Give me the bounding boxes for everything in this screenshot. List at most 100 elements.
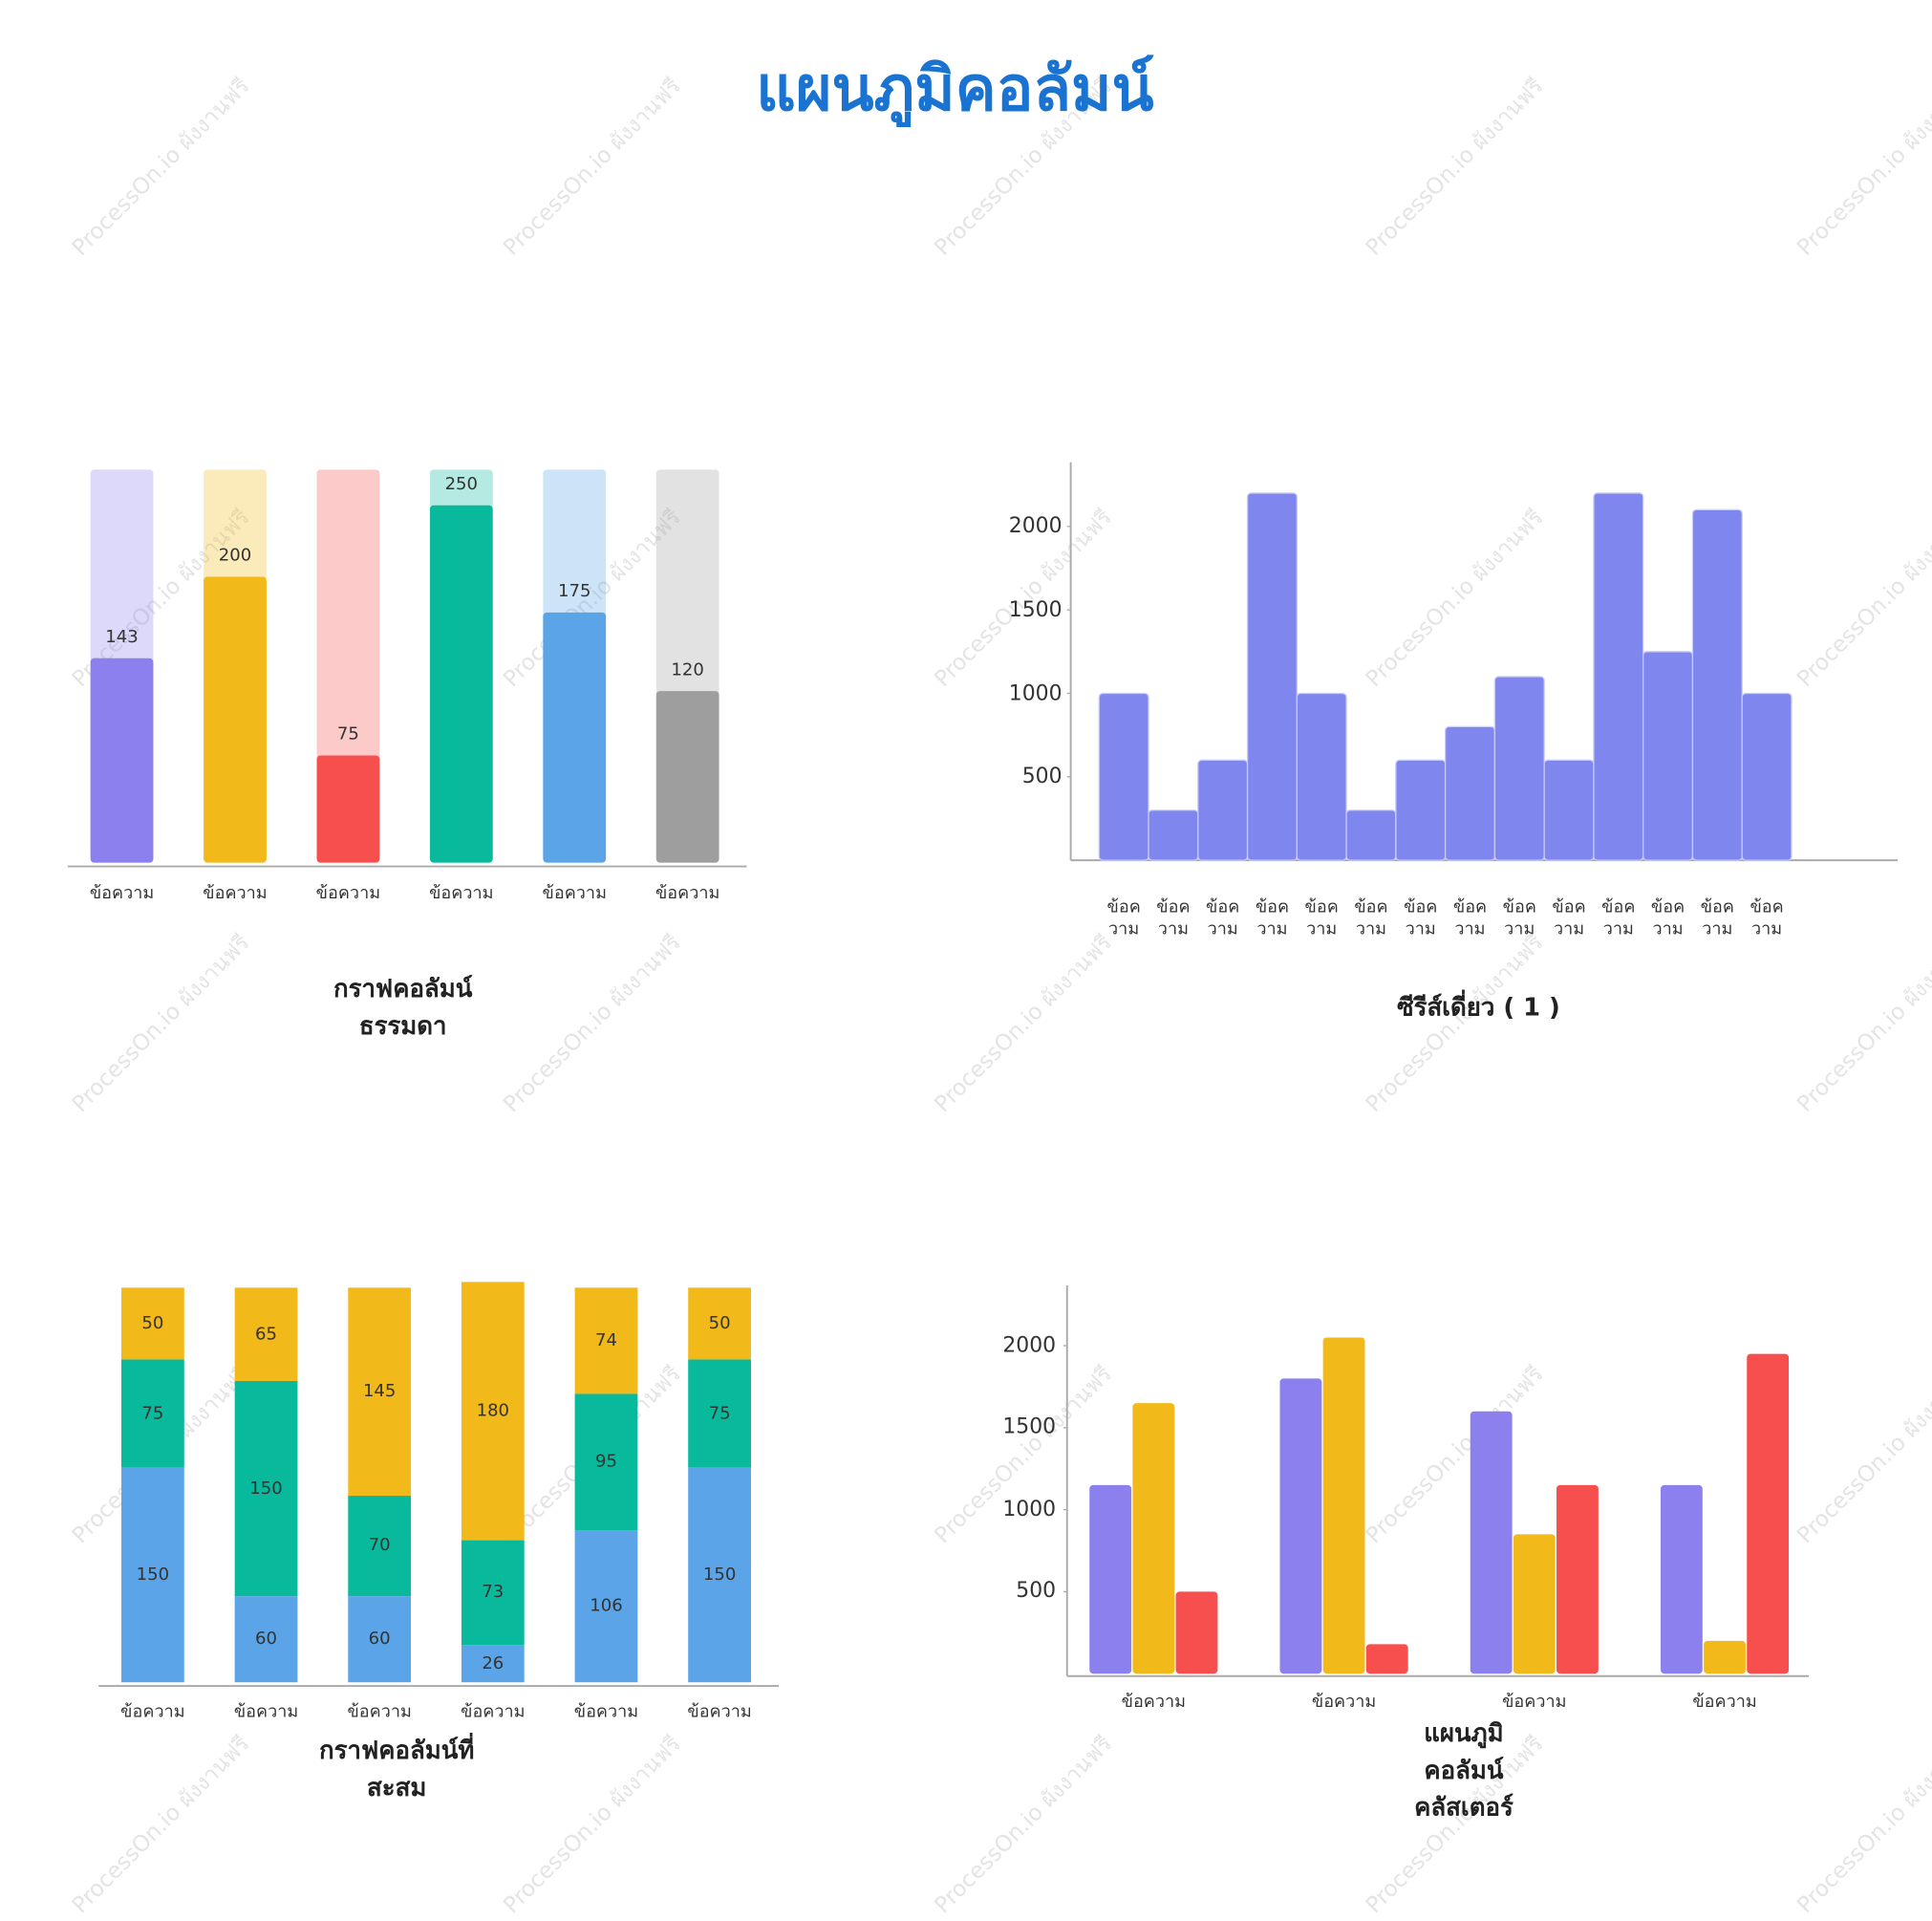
canvas: ProcessOn.io ผังงานฟรี ProcessOn.io ผังงา… bbox=[67, 53, 1932, 1918]
x-tick-label: ข้อความ bbox=[687, 1701, 752, 1722]
x-tick-label: ข้อความ bbox=[461, 1701, 526, 1722]
data-label: 75 bbox=[708, 1403, 731, 1424]
data-label: 75 bbox=[141, 1403, 164, 1424]
data-label: 60 bbox=[255, 1629, 278, 1650]
x-tick-label: ข้อค วาม bbox=[1452, 896, 1488, 939]
x-tick-label: ข้อความ bbox=[542, 883, 607, 904]
bar-segment bbox=[574, 1393, 638, 1531]
bar-segment bbox=[121, 1359, 184, 1468]
x-tick-label: ข้อความ bbox=[203, 883, 268, 904]
bar-segment bbox=[574, 1287, 638, 1394]
bar bbox=[1395, 759, 1447, 861]
data-label: 74 bbox=[594, 1330, 617, 1351]
bar-segment bbox=[234, 1380, 298, 1597]
x-tick-label: ข้อความ bbox=[233, 1701, 299, 1722]
bar bbox=[429, 505, 493, 863]
page-title: แผนภูมิคอลัมน์ bbox=[756, 53, 1154, 125]
bar bbox=[1279, 1378, 1322, 1674]
bar-segment bbox=[461, 1645, 525, 1683]
bar bbox=[1493, 676, 1545, 861]
chart-title: กราฟคอลัมน์ ธรรมดา bbox=[333, 973, 473, 1041]
data-label: 175 bbox=[558, 581, 591, 602]
bar-segment bbox=[348, 1596, 412, 1683]
bar-segment bbox=[574, 1530, 638, 1683]
bar-segment bbox=[688, 1359, 751, 1468]
y-tick-label: 500 bbox=[1016, 1579, 1057, 1605]
x-tick-label: ข้อค วาม bbox=[1601, 896, 1636, 939]
bar bbox=[204, 576, 267, 863]
x-tick-label: ข้อความ bbox=[347, 1701, 412, 1722]
bar-segment bbox=[461, 1540, 525, 1646]
data-label: 150 bbox=[702, 1565, 737, 1585]
bar-segment bbox=[348, 1496, 412, 1597]
x-tick-label: ข้อค วาม bbox=[1206, 896, 1240, 939]
data-label: 150 bbox=[249, 1479, 283, 1499]
bar-segment bbox=[121, 1287, 184, 1360]
x-tick-label: ข้อความ bbox=[89, 883, 155, 904]
x-tick-label: ข้อค วาม bbox=[1255, 896, 1290, 939]
bar bbox=[1322, 1337, 1365, 1674]
data-label: 250 bbox=[444, 474, 479, 495]
x-tick-label: ข้อความ bbox=[573, 1701, 639, 1722]
data-label: 50 bbox=[141, 1313, 164, 1334]
bar bbox=[1741, 692, 1792, 861]
x-tick-label: ข้อความ bbox=[1311, 1692, 1377, 1713]
y-tick-label: 1000 bbox=[1002, 1497, 1057, 1522]
x-tick-label: ข้อค วาม bbox=[1502, 896, 1536, 939]
bar bbox=[1691, 508, 1743, 861]
bar bbox=[1543, 759, 1595, 861]
data-label: 60 bbox=[368, 1629, 391, 1650]
charts bbox=[67, 462, 1898, 1688]
bar bbox=[1098, 692, 1149, 861]
bar-segment bbox=[234, 1596, 298, 1683]
bar bbox=[1593, 492, 1644, 861]
x-tick-label: ข้อค วาม bbox=[1404, 896, 1438, 939]
data-label: 150 bbox=[136, 1565, 170, 1585]
data-label: 200 bbox=[218, 546, 252, 566]
chart-title: ซีรีส์เดี่ยว ( 1 ) bbox=[1397, 992, 1560, 1023]
x-tick-label: ข้อค วาม bbox=[1354, 896, 1388, 939]
bar bbox=[1747, 1353, 1790, 1674]
bar bbox=[655, 691, 719, 863]
x-tick-label: ข้อค วาม bbox=[1750, 896, 1784, 939]
bar-segment bbox=[461, 1282, 525, 1541]
bar bbox=[1556, 1484, 1599, 1674]
bar bbox=[1513, 1534, 1556, 1674]
data-label: 145 bbox=[362, 1381, 397, 1402]
data-label: 143 bbox=[105, 627, 139, 648]
x-tick-label: ข้อค วาม bbox=[1106, 896, 1141, 939]
bar-segment bbox=[348, 1287, 412, 1497]
data-label: 73 bbox=[482, 1583, 504, 1603]
chart-title: กราฟคอลัมน์ที่ สะสม bbox=[319, 1735, 475, 1802]
x-tick-label: ข้อความ bbox=[315, 883, 381, 904]
x-tick-label: ข้อค วาม bbox=[1552, 896, 1586, 939]
x-tick-label: ข้อความ bbox=[1692, 1692, 1757, 1713]
bar bbox=[316, 755, 380, 863]
bar bbox=[1660, 1484, 1703, 1674]
bar bbox=[543, 612, 607, 863]
data-label: 65 bbox=[255, 1324, 278, 1345]
y-tick-label: 2000 bbox=[1002, 1333, 1057, 1358]
bar-segment bbox=[688, 1287, 751, 1360]
chart-title: แผนภูมิ คอลัมน์ คลัสเตอร์ bbox=[1414, 1717, 1513, 1822]
page: ProcessOn.io ผังงานฟรี ProcessOn.io ผังงา… bbox=[67, 53, 1932, 1919]
bar bbox=[1089, 1484, 1132, 1674]
bar bbox=[1132, 1403, 1175, 1674]
bar bbox=[1365, 1644, 1408, 1674]
data-label: 50 bbox=[708, 1313, 731, 1334]
bar-segment bbox=[234, 1287, 298, 1381]
data-label: 180 bbox=[476, 1401, 510, 1421]
bar bbox=[1175, 1591, 1218, 1674]
y-tick-label: 500 bbox=[1021, 764, 1063, 789]
bar bbox=[1296, 692, 1347, 861]
x-tick-label: ข้อค วาม bbox=[1650, 896, 1685, 939]
x-tick-label: ข้อค วาม bbox=[1156, 896, 1191, 939]
x-tick-label: ข้อความ bbox=[1502, 1692, 1567, 1713]
bar bbox=[1704, 1640, 1746, 1674]
data-label: 70 bbox=[368, 1536, 391, 1556]
data-label: 120 bbox=[671, 659, 704, 680]
y-tick-label: 1500 bbox=[1008, 597, 1063, 623]
bar bbox=[1148, 809, 1199, 861]
data-label: 95 bbox=[594, 1452, 617, 1473]
bar-segment bbox=[121, 1467, 184, 1683]
